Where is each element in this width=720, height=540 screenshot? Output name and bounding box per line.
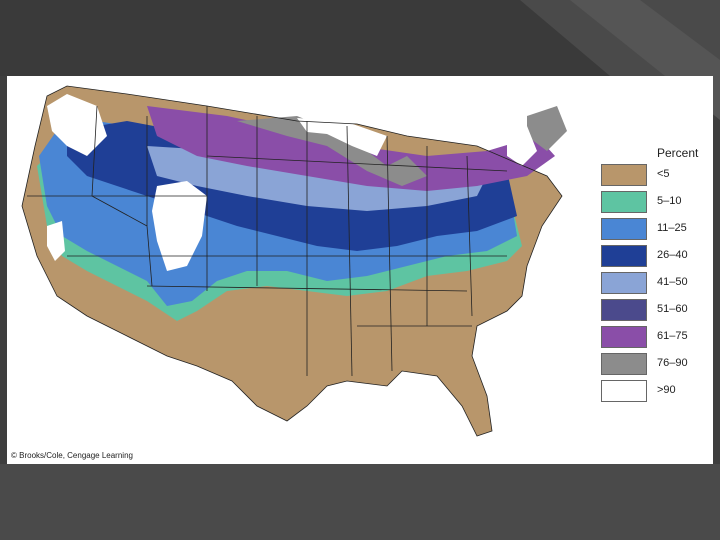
legend-label: 51–60 — [657, 303, 688, 315]
legend-swatch — [601, 326, 647, 348]
legend-label: 61–75 — [657, 330, 688, 342]
legend-swatch — [601, 353, 647, 375]
legend-swatch — [601, 299, 647, 321]
region-white-north — [297, 118, 387, 156]
legend-item: >90 — [601, 380, 711, 402]
copyright-credit: © Brooks/Cole, Cengage Learning — [11, 451, 133, 460]
legend-label: 76–90 — [657, 357, 688, 369]
slide-footer-band — [0, 464, 720, 540]
legend-label: 26–40 — [657, 249, 688, 261]
legend-label: >90 — [657, 384, 676, 396]
legend-item: 5–10 — [601, 191, 711, 213]
state-boundaries — [21, 85, 563, 437]
map-figure: Percent <5 5–10 11–25 26–40 41–50 51–60 … — [7, 76, 713, 464]
legend-label: 11–25 — [657, 222, 687, 234]
legend-item: 51–60 — [601, 299, 711, 321]
legend-title: Percent — [657, 146, 699, 160]
legend-swatch — [601, 218, 647, 240]
legend-label: 41–50 — [657, 276, 688, 288]
legend-item: 26–40 — [601, 245, 711, 267]
region-white-ne — [507, 126, 537, 166]
legend-swatch — [601, 245, 647, 267]
region-white-nw — [47, 94, 107, 156]
legend-item: <5 — [601, 164, 711, 186]
us-map — [21, 85, 567, 437]
legend-item: 76–90 — [601, 353, 711, 375]
region-band-gray — [237, 116, 427, 186]
legend-swatch — [601, 164, 647, 186]
legend-item: 41–50 — [601, 272, 711, 294]
legend-label: 5–10 — [657, 195, 682, 207]
legend-label: <5 — [657, 168, 670, 180]
legend-swatch — [601, 191, 647, 213]
legend-item: 61–75 — [601, 326, 711, 348]
region-white-rockies — [152, 181, 207, 271]
legend-swatch — [601, 380, 647, 402]
legend-item: 11–25 — [601, 218, 711, 240]
region-band-gray-ne — [527, 106, 567, 151]
legend-swatch — [601, 272, 647, 294]
region-white-sierra — [47, 221, 65, 261]
